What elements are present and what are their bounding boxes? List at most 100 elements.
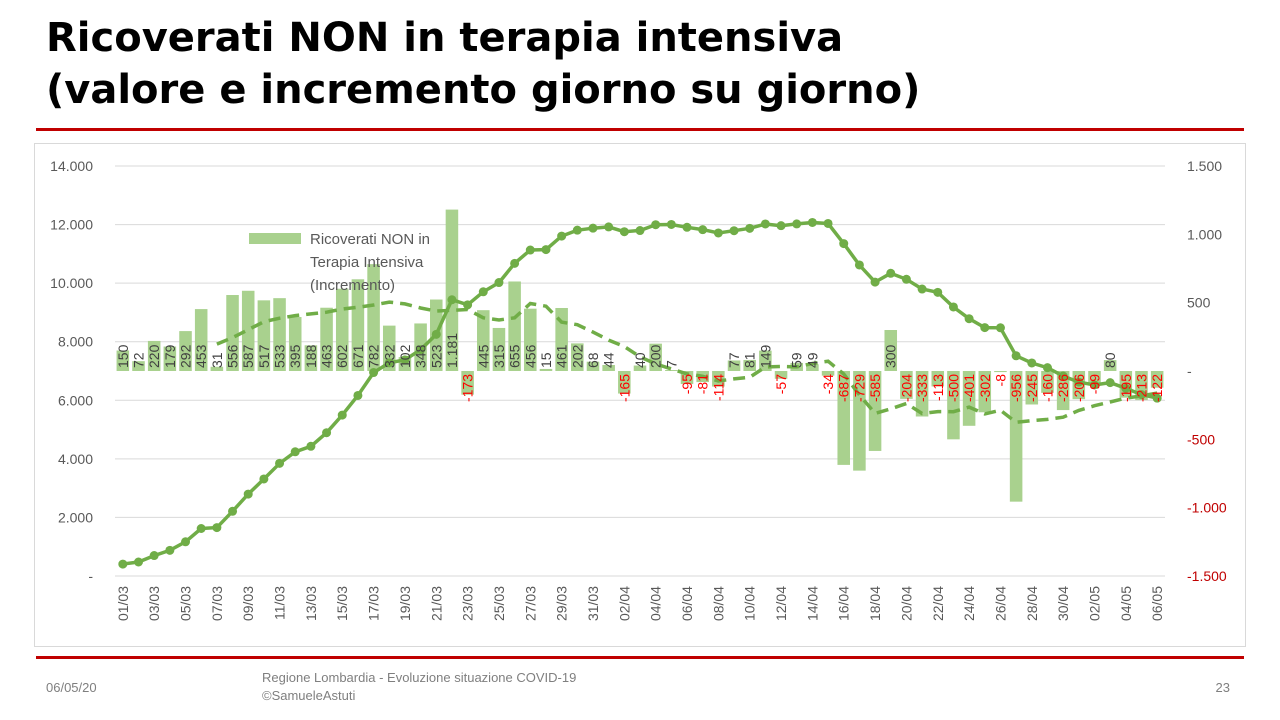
- bar-data-label: 44: [601, 352, 617, 368]
- bar-data-label: -585: [867, 374, 883, 402]
- bar-data-label: 463: [319, 344, 335, 368]
- title-line-1: Ricoverati NON in terapia intensiva: [46, 15, 844, 61]
- total-point: [619, 227, 629, 237]
- bar-data-label: 150: [115, 344, 131, 368]
- total-point: [980, 323, 990, 333]
- total-point: [1027, 358, 1037, 368]
- bar: [539, 368, 553, 371]
- bar: [132, 361, 145, 371]
- bar: [571, 343, 584, 371]
- bar: [179, 331, 192, 371]
- bar: [649, 343, 662, 371]
- footer-source-line-2: ©SamueleAstuti: [262, 688, 356, 703]
- bar-data-label: 80: [1102, 352, 1118, 368]
- chart-frame: - 2.000 4.000 6.000 8.000 10.000 12.000 14.000 -…: [34, 143, 1246, 647]
- bar: [931, 371, 945, 387]
- total-point: [792, 219, 802, 229]
- bar-data-label: 149: [757, 344, 773, 368]
- total-point: [165, 545, 175, 555]
- bar: [994, 371, 1007, 373]
- total-point: [196, 523, 206, 533]
- bar-data-label: 77: [726, 352, 742, 368]
- bar: [586, 361, 600, 371]
- bar-data-label: 292: [178, 344, 194, 368]
- bar-data-label: 81: [742, 352, 758, 368]
- total-point: [886, 268, 896, 278]
- x-axis-tick-label: 16/04: [836, 586, 852, 621]
- total-point: [933, 287, 943, 297]
- page-number: 23: [1215, 680, 1230, 695]
- right-axis-tick-label: 1.000: [1187, 226, 1222, 242]
- total-point: [1136, 390, 1146, 400]
- bar: [915, 371, 929, 417]
- total-point: [948, 302, 958, 312]
- total-point: [134, 557, 144, 567]
- bar-data-label: 31: [209, 352, 225, 368]
- left-axis-tick-label: 2.000: [58, 509, 93, 525]
- total-point: [510, 258, 520, 268]
- total-point: [494, 278, 504, 288]
- total-point: [337, 410, 347, 420]
- total-point: [181, 537, 191, 547]
- bar-data-label: 517: [256, 344, 272, 368]
- total-point: [290, 447, 300, 457]
- bar: [241, 290, 255, 371]
- bar-data-label: -8: [992, 374, 1008, 387]
- legend-swatch: [249, 233, 301, 244]
- footer-divider: [36, 656, 1244, 659]
- x-axis-tick-label: 25/03: [491, 586, 507, 621]
- bar-data-label: -687: [836, 374, 852, 402]
- left-axis-tick-label: 10.000: [50, 275, 93, 291]
- bar: [837, 371, 850, 465]
- bar-data-label: -113: [930, 374, 946, 401]
- bar-data-label: -160: [1039, 374, 1055, 402]
- x-axis-tick-label: 10/04: [742, 586, 758, 621]
- footer-source-line-1: Regione Lombardia - Evoluzione situazion…: [262, 670, 577, 685]
- footer-source: Regione Lombardia - Evoluzione situazion…: [262, 669, 576, 705]
- bar-data-label: -729: [851, 374, 867, 402]
- total-point: [259, 474, 269, 484]
- bar: [806, 364, 819, 371]
- left-axis-tick-label: 8.000: [58, 334, 93, 350]
- total-point: [1074, 377, 1084, 387]
- right-axis-tick-label: 500: [1187, 295, 1211, 311]
- bar: [367, 264, 380, 371]
- bar: [194, 309, 208, 371]
- bar-data-label: 49: [804, 352, 820, 368]
- total-point: [964, 314, 974, 324]
- x-axis-tick-label: 18/04: [867, 586, 883, 621]
- bar-data-label: 40: [632, 352, 648, 368]
- bar-data-label: 202: [569, 344, 585, 368]
- bar: [1025, 371, 1039, 405]
- bar-data-label: 332: [381, 344, 397, 368]
- bar: [947, 371, 960, 440]
- total-point: [149, 551, 159, 561]
- bar-data-label: 556: [225, 344, 241, 368]
- total-point: [823, 218, 833, 228]
- total-point: [572, 225, 582, 235]
- legend-label: Terapia Intensiva: [310, 254, 424, 271]
- total-point: [854, 260, 864, 270]
- x-axis-tick-label: 29/03: [554, 586, 570, 621]
- bar-data-label: -213: [1133, 374, 1149, 402]
- bar-data-label: 179: [162, 344, 178, 368]
- total-point: [1042, 363, 1052, 373]
- x-axis-tick-label: 12/04: [773, 586, 789, 621]
- x-axis-tick-label: 08/04: [710, 586, 726, 621]
- total-point: [431, 329, 441, 339]
- bar-data-label: -34: [820, 374, 836, 394]
- x-axis-tick-label: 31/03: [585, 586, 601, 621]
- bar: [712, 371, 725, 387]
- footer-date: 06/05/20: [46, 680, 97, 695]
- bar: [320, 307, 333, 371]
- x-axis-tick-label: 01/03: [115, 586, 131, 621]
- x-axis-tick-label: 17/03: [366, 586, 382, 621]
- left-axis-tick-label: 6.000: [58, 392, 93, 408]
- total-point: [306, 441, 316, 451]
- bar-data-label: 59: [789, 352, 805, 368]
- total-point: [1105, 378, 1115, 388]
- total-point: [698, 225, 708, 235]
- bar: [1088, 371, 1101, 385]
- bar-data-label: -204: [898, 374, 914, 402]
- x-axis-tick-label: 06/04: [679, 586, 695, 621]
